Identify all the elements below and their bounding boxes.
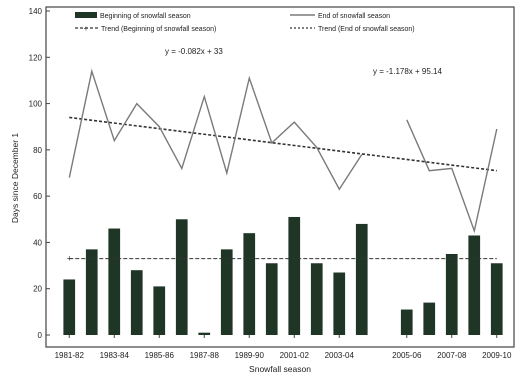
end-season-line-segment [406, 119, 498, 234]
bar-beginning [175, 219, 188, 335]
y-tick-label: 60 [33, 192, 42, 201]
bar-beginning [445, 254, 458, 335]
bar-beginning [288, 216, 301, 335]
x-tick-label: 2009-10 [482, 351, 512, 360]
x-tick-label: 2001-02 [280, 351, 310, 360]
trend-line-end [69, 116, 497, 172]
x-axis-ticks: 1981-82 1983-84 1985-86 1987-88 1989-90 2001-… [55, 335, 512, 360]
bar-beginning [310, 263, 323, 335]
legend-label-beginning: Beginning of snowfall season [100, 13, 191, 20]
end-season-line-segment [68, 68, 363, 191]
x-axis-label: Snowfall season [249, 364, 311, 374]
x-tick-label: 1983-84 [100, 351, 130, 360]
trend-marker-beginning: + [179, 254, 184, 264]
x-tick-label: 1985-86 [145, 351, 175, 360]
x-tick-label: 2003-04 [325, 351, 355, 360]
y-tick-label: 20 [33, 285, 42, 294]
bar-beginning [198, 332, 211, 335]
bar-beginning [400, 309, 413, 335]
bar-beginning [153, 286, 166, 335]
bar-beginning [265, 263, 278, 335]
bar-series [63, 216, 503, 335]
legend-marker-trend-beginning: + [84, 24, 89, 33]
bar-beginning [220, 249, 233, 335]
bar-beginning [85, 249, 98, 335]
x-tick-label: 2007-08 [437, 351, 467, 360]
x-tick-label: 1989-90 [235, 351, 265, 360]
y-tick-label: 120 [29, 53, 43, 62]
legend-label-trend-beginning: Trend (Beginning of snowfall season) [101, 26, 216, 33]
legend-swatch-beginning [75, 12, 97, 18]
legend-label-end: End of snowfall season [318, 13, 390, 20]
bar-beginning [355, 223, 368, 335]
y-axis-ticks: 0 20 40 60 80 100 120 140 [29, 7, 50, 340]
equation-beginning: y = -0.082x + 33 [165, 47, 223, 56]
bar-beginning [468, 235, 481, 335]
bar-beginning [333, 272, 346, 335]
y-tick-label: 80 [33, 146, 42, 155]
trend-marker-beginning: + [67, 254, 72, 264]
x-tick-label: 2005-06 [392, 351, 422, 360]
y-tick-label: 0 [38, 331, 43, 340]
legend: Beginning of snowfall season End of snow… [75, 12, 415, 33]
y-tick-label: 100 [29, 100, 43, 109]
y-axis-label: Days since December 1 [10, 133, 20, 224]
y-tick-label: 40 [33, 238, 42, 247]
end-season-line [68, 68, 498, 234]
bar-beginning [108, 228, 121, 335]
bar-beginning [243, 233, 256, 335]
bar-beginning [63, 279, 76, 335]
x-tick-label: 1987-88 [190, 351, 220, 360]
x-tick-label: 1981-82 [55, 351, 85, 360]
bar-beginning [423, 302, 436, 335]
equation-end: y = -1.178x + 95.14 [373, 67, 442, 76]
y-tick-label: 140 [29, 7, 43, 16]
bar-beginning [130, 270, 143, 335]
trend-lines: + + [67, 116, 497, 264]
plot-frame [45, 6, 515, 348]
legend-label-trend-end: Trend (End of snowfall season) [318, 26, 415, 33]
bar-beginning [490, 263, 503, 335]
